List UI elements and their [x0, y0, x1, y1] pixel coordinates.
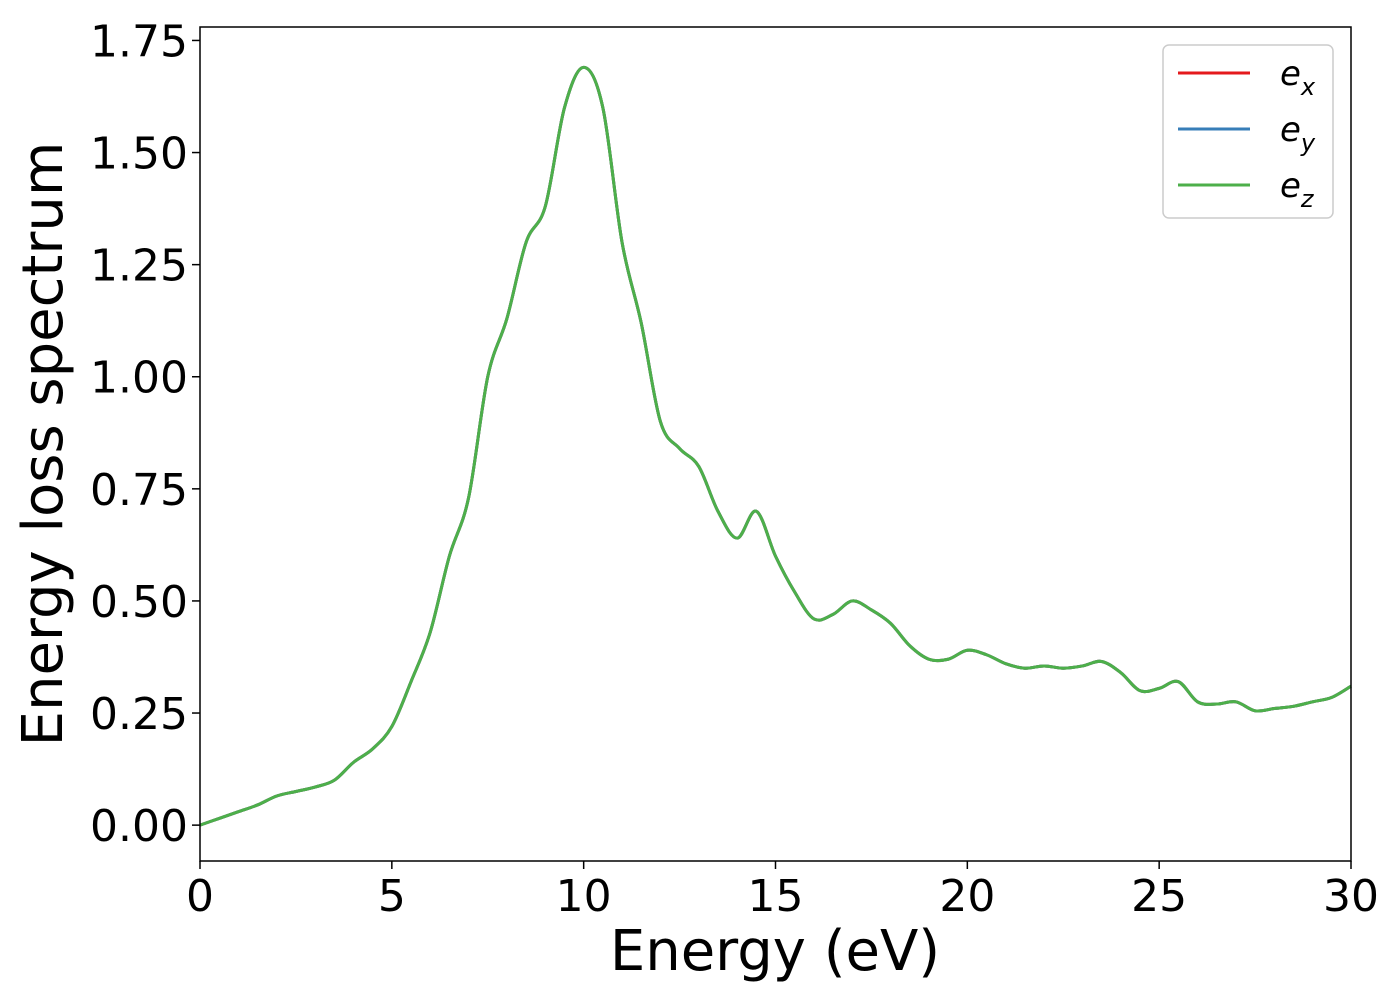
x-tick-label: 15: [748, 871, 804, 922]
y-tick-label: 1.25: [90, 241, 188, 292]
y-tick-label: 1.75: [90, 16, 188, 67]
legend-box: [1162, 44, 1334, 219]
series-layer: [199, 65, 1352, 827]
y-axis-label: Energy loss spectrum: [11, 142, 76, 747]
x-axis-label: Energy (eV): [610, 919, 940, 984]
x-tick-label: 5: [378, 871, 406, 922]
y-tick-label: 1.00: [90, 353, 188, 404]
y-axis-ticks: 0.00 0.25 0.50 0.75 1.00 1.25 1.50 1.75: [90, 16, 200, 852]
y-tick-label: 1.50: [90, 129, 188, 180]
x-axis-ticks: 0 5 10 15 20 25 30: [186, 861, 1379, 922]
series-line-e-z: [199, 65, 1352, 827]
x-tick-label: 25: [1131, 871, 1187, 922]
x-tick-label: 20: [939, 871, 995, 922]
x-tick-label: 30: [1323, 871, 1379, 922]
y-tick-label: 0.75: [90, 465, 188, 516]
x-tick-label: 0: [186, 871, 214, 922]
y-tick-label: 0.25: [90, 689, 188, 740]
y-tick-label: 0.00: [90, 801, 188, 852]
y-tick-label: 0.50: [90, 577, 188, 628]
x-tick-label: 10: [556, 871, 612, 922]
